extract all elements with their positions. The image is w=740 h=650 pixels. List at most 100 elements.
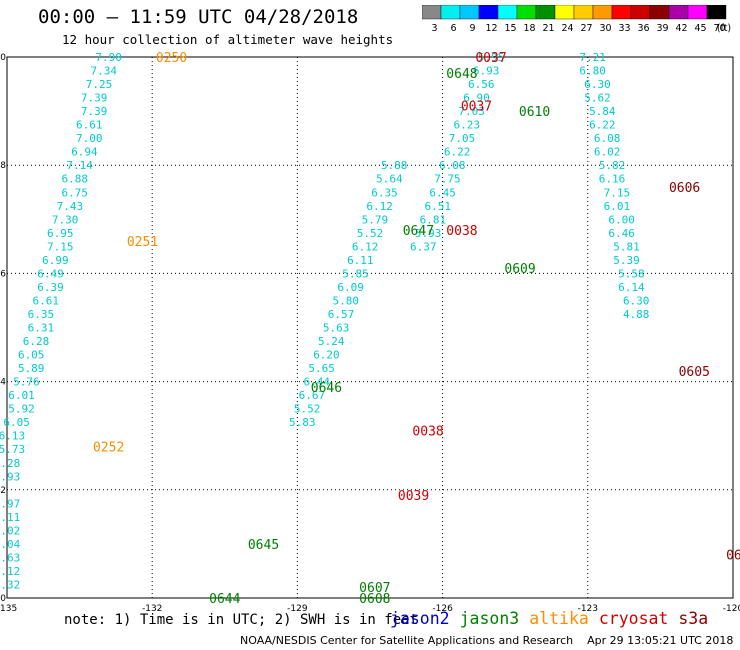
y-tick-label: 2	[0, 486, 6, 496]
wave-height-point: 6.02	[594, 146, 621, 159]
wave-height-point: 5.62	[584, 92, 611, 105]
credit-line: NOAA/NESDIS Center for Satellite Applica…	[240, 634, 734, 647]
wave-height-point: 6.02	[0, 524, 20, 537]
wave-height-point: 6.04	[0, 538, 21, 551]
wave-height-point: 5.76	[13, 376, 40, 389]
colorbar-label: 33	[618, 23, 630, 34]
wave-height-point: 6.32	[0, 578, 20, 591]
wave-height-point: 7.15	[47, 240, 74, 253]
colorbar-label: 42	[675, 23, 687, 34]
wave-height-point: 6.11	[347, 254, 374, 267]
colorbar-label: 36	[637, 23, 649, 34]
wave-height-point: 6.22	[444, 146, 471, 159]
wave-height-point: 6.49	[37, 267, 64, 280]
wave-height-point: 6.12	[352, 240, 379, 253]
wave-height-point: 5.93	[415, 227, 442, 240]
wave-height-point: 6.35	[371, 186, 398, 199]
satellite-legend: jason2 jason3 altika cryosat s3a	[390, 609, 718, 628]
wave-height-point: 7.05	[449, 132, 476, 145]
wave-height-point: 5.73	[0, 443, 25, 456]
wave-height-point: 6.22	[589, 119, 616, 132]
colorbar-label: 24	[561, 23, 573, 34]
colorbar-label: 12	[485, 23, 497, 34]
wave-height-point: 6.35	[28, 308, 55, 321]
pass-time-label: 0039	[398, 489, 429, 504]
pass-time-label: 0607	[359, 581, 390, 596]
wave-height-point: 7.39	[81, 92, 108, 105]
wave-height-point: 6.12	[0, 565, 20, 578]
colorbar-label: 15	[504, 23, 516, 34]
legend-entry: s3a	[678, 609, 709, 628]
colorbar-swatch	[706, 5, 727, 20]
x-tick-label: -132	[142, 604, 162, 614]
plot-frame	[6, 56, 734, 599]
wave-height-point: 6.30	[584, 78, 611, 91]
wave-height-point: 6.08	[439, 159, 466, 172]
wave-height-point: 7.43	[57, 200, 84, 213]
wave-height-point: 5.65	[308, 362, 335, 375]
wave-height-point: 6.51	[425, 200, 452, 213]
wave-height-point: 5.63	[0, 551, 20, 564]
wave-height-point: 7.15	[604, 186, 631, 199]
legend-entry: jason2	[390, 609, 450, 628]
wave-height-point: 5.39	[613, 254, 640, 267]
wave-height-point: 6.94	[71, 146, 98, 159]
pass-time-label: 0608	[359, 592, 390, 607]
pass-time-label: 0605	[679, 365, 710, 380]
colorbar: 3 6 9 12 15 18 21 24 27 30 33 36 39 42 45 70(ft)	[422, 5, 731, 34]
wave-height-point: 6.93	[473, 65, 500, 78]
wave-height-point: 5.64	[376, 173, 403, 186]
wave-height-point: 6.31	[28, 322, 55, 335]
wave-height-point: 6.61	[76, 119, 103, 132]
y-tick-label: 8	[0, 161, 6, 171]
wave-height-point: 6.57	[328, 308, 355, 321]
wave-height-point: 5.79	[362, 213, 389, 226]
wave-height-point: 5.52	[357, 227, 384, 240]
colorbar-label: 6	[450, 23, 456, 34]
wave-height-point: 5.63	[323, 322, 350, 335]
wave-height-point: 5.24	[318, 335, 345, 348]
pass-time-label: 0648	[446, 67, 477, 82]
wave-height-point: 7.03	[458, 105, 485, 118]
wave-height-point: 7.34	[91, 65, 118, 78]
x-tick-label: -123	[578, 604, 598, 614]
x-tick-label: -126	[432, 604, 453, 614]
wave-height-point: 6.05	[3, 416, 30, 429]
wave-height-point: 6.88	[62, 173, 89, 186]
pass-time-label: 0646	[311, 381, 342, 396]
wave-height-point: 5.83	[289, 416, 316, 429]
legend-entry: altika	[529, 609, 589, 628]
colorbar-label: 27	[580, 23, 592, 34]
pass-time-label: 0037	[461, 100, 492, 115]
wave-height-point: 5.84	[589, 105, 616, 118]
wave-height-point: 6.39	[37, 281, 64, 294]
wave-height-point: 5.85	[342, 267, 369, 280]
pass-time-label: 0647	[403, 224, 434, 239]
y-tick-label: 4	[0, 378, 6, 388]
wave-height-point: 7.90	[95, 51, 122, 64]
chart-title: 00:00 – 11:59 UTC 04/28/2018	[38, 6, 359, 28]
colorbar-label: (ft)	[717, 23, 731, 34]
wave-height-point: 4.88	[623, 308, 650, 321]
wave-height-point: 6.01	[604, 200, 631, 213]
wave-height-point: 6.61	[32, 294, 59, 307]
pass-time-label: 0609	[504, 262, 535, 277]
wave-height-point: 6.14	[618, 281, 645, 294]
wave-height-point: 7.25	[86, 78, 113, 91]
wave-height-point: 6.23	[454, 119, 481, 132]
x-tick-label: -120	[723, 604, 740, 614]
wave-height-point: 7.14	[66, 159, 93, 172]
wave-height-point: 7.00	[76, 132, 103, 145]
colorbar-label: 3	[431, 23, 437, 34]
colorbar-label: 45	[694, 23, 706, 34]
wave-height-point: 6.28	[0, 457, 20, 470]
x-tick-label: -135	[0, 604, 17, 614]
wave-height-point: 7.75	[434, 173, 461, 186]
wave-height-point: 5.92	[8, 403, 35, 416]
pass-time-label: 0644	[209, 592, 240, 607]
wave-height-point: 6.67	[299, 389, 326, 402]
wave-height-point: 6.90	[463, 92, 490, 105]
wave-height-point: 5.82	[599, 159, 626, 172]
wave-height-point: 5.95	[478, 51, 505, 64]
